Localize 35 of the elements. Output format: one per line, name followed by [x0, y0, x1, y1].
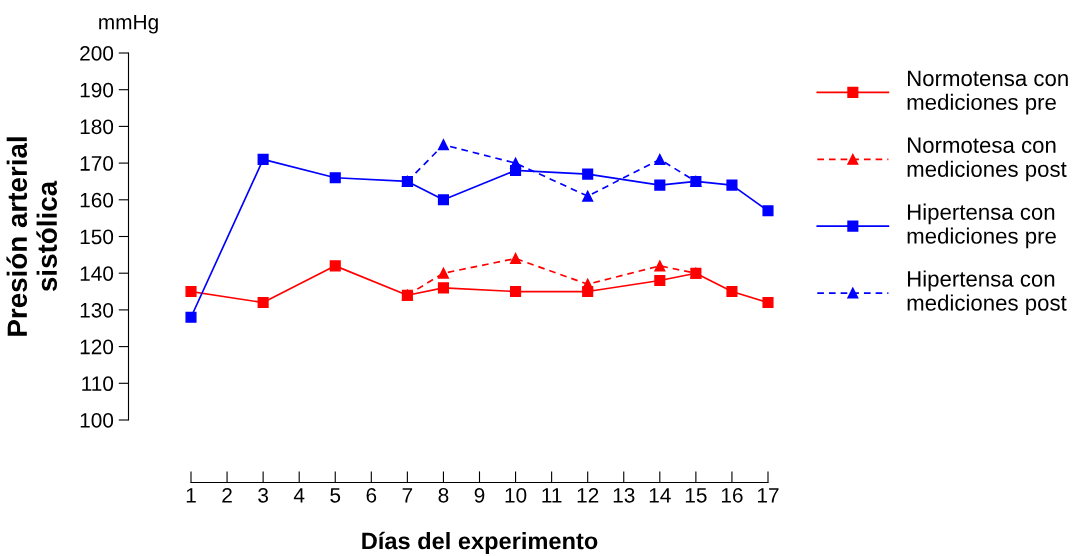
y-tick-label: 110 [82, 376, 114, 392]
x-tick-label: 6 [366, 487, 377, 503]
x-tick-label: 15 [685, 488, 707, 503]
x-tick-label: 1 [186, 488, 196, 503]
y-tick-label: 180 [80, 119, 114, 135]
x-tick-label: 4 [293, 488, 305, 503]
x-tick-label: 10 [505, 487, 527, 503]
x-tick-label: 17 [758, 488, 779, 503]
x-tick-label: 5 [330, 488, 341, 503]
y-tick-label: 170 [80, 156, 114, 171]
y-tick-label: 160 [80, 192, 114, 208]
y-tick-label: 140 [80, 266, 114, 281]
text: mmHg [99, 14, 158, 34]
y-tick-label: 190 [80, 82, 114, 98]
y-tick-label: 200 [80, 46, 114, 61]
y-axis-title: Presión arterial sistólica [6, 137, 57, 336]
x-tick-label: 11 [542, 488, 562, 503]
x-tick-label: 8 [438, 487, 449, 503]
legend-label: Hipertensa con mediciones pre [907, 203, 1056, 249]
x-tick-label: 16 [721, 487, 743, 503]
y-tick-label: 130 [80, 302, 114, 318]
y-tick-label: 150 [80, 229, 114, 245]
x-tick-label: 3 [258, 487, 268, 503]
x-tick-label: 7 [402, 488, 413, 503]
x-axis-title: Días del experimento [362, 531, 598, 554]
x-tick-label: 2 [222, 487, 232, 503]
x-tick-label: 13 [613, 487, 635, 503]
y-tick-label: 100 [80, 413, 114, 428]
legend-label: Normotensa con mediciones pre [907, 70, 1068, 115]
y-tick-label: 120 [80, 339, 114, 355]
x-tick-label: 9 [474, 487, 485, 503]
legend-label: Normotesa con mediciones post [907, 137, 1067, 182]
x-tick-label: 14 [649, 488, 671, 503]
x-tick-label: 12 [577, 487, 599, 503]
legend-label: Hipertensa con mediciones post [907, 270, 1067, 316]
